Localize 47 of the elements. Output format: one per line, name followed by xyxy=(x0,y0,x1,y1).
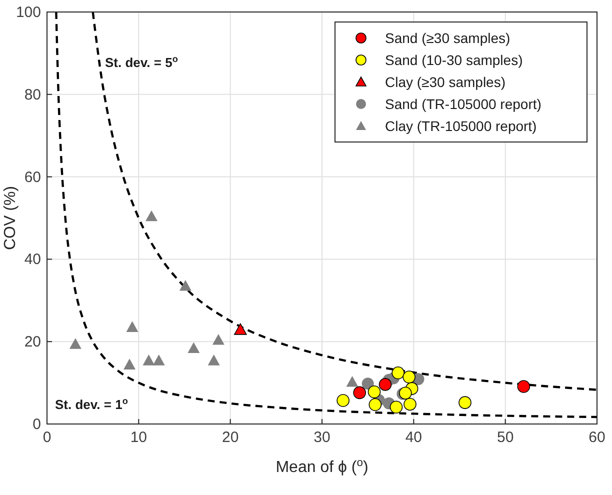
point xyxy=(458,396,472,409)
point xyxy=(124,358,136,370)
y-tick-label: 80 xyxy=(24,86,41,104)
point xyxy=(517,380,530,393)
point xyxy=(346,376,358,387)
legend-label: Sand (TR-105000 report) xyxy=(385,96,542,112)
x-axis-title: Mean of ϕ ($^{o}$) xyxy=(276,457,368,476)
y-tick-label: 60 xyxy=(24,168,41,186)
point xyxy=(69,338,82,349)
point xyxy=(404,398,416,411)
point xyxy=(362,378,374,390)
y-tick-label: 20 xyxy=(24,334,41,351)
point xyxy=(368,385,381,398)
point xyxy=(368,398,382,412)
annotation: St. dev. = 5$^{o}$ xyxy=(105,54,178,70)
point xyxy=(353,386,366,400)
point xyxy=(126,321,138,332)
point xyxy=(212,334,224,345)
point xyxy=(208,354,220,366)
point xyxy=(188,342,200,353)
x-tick-label: 40 xyxy=(405,429,422,446)
point xyxy=(179,280,192,291)
legend-label: Sand (10-30 samples) xyxy=(385,52,523,68)
annotation: St. dev. = 1$^{o}$ xyxy=(55,396,128,412)
x-tick-label: 10 xyxy=(130,429,148,446)
point xyxy=(142,354,155,366)
point xyxy=(390,400,403,414)
legend-label: Clay (≥30 samples) xyxy=(385,74,506,90)
x-tick-label: 50 xyxy=(496,429,514,446)
point xyxy=(146,210,158,222)
point xyxy=(336,394,350,407)
legend-label: Clay (TR-105000 report) xyxy=(385,118,537,134)
y-tick-label: 40 xyxy=(24,251,41,268)
y-tick-label: 0 xyxy=(32,416,41,433)
x-tick-label: 0 xyxy=(42,429,52,446)
legend-label: Sand (≥30 samples) xyxy=(385,30,510,46)
point xyxy=(399,386,412,400)
point xyxy=(402,370,416,384)
y-axis-title: COV (%) xyxy=(2,186,19,250)
point xyxy=(152,354,165,366)
x-tick-label: 30 xyxy=(314,429,330,446)
point xyxy=(234,323,247,335)
x-tick-label: 60 xyxy=(588,429,606,446)
x-tick-label: 20 xyxy=(222,429,239,446)
point xyxy=(378,378,392,391)
point xyxy=(392,366,404,380)
y-tick-label: 100 xyxy=(16,4,41,21)
